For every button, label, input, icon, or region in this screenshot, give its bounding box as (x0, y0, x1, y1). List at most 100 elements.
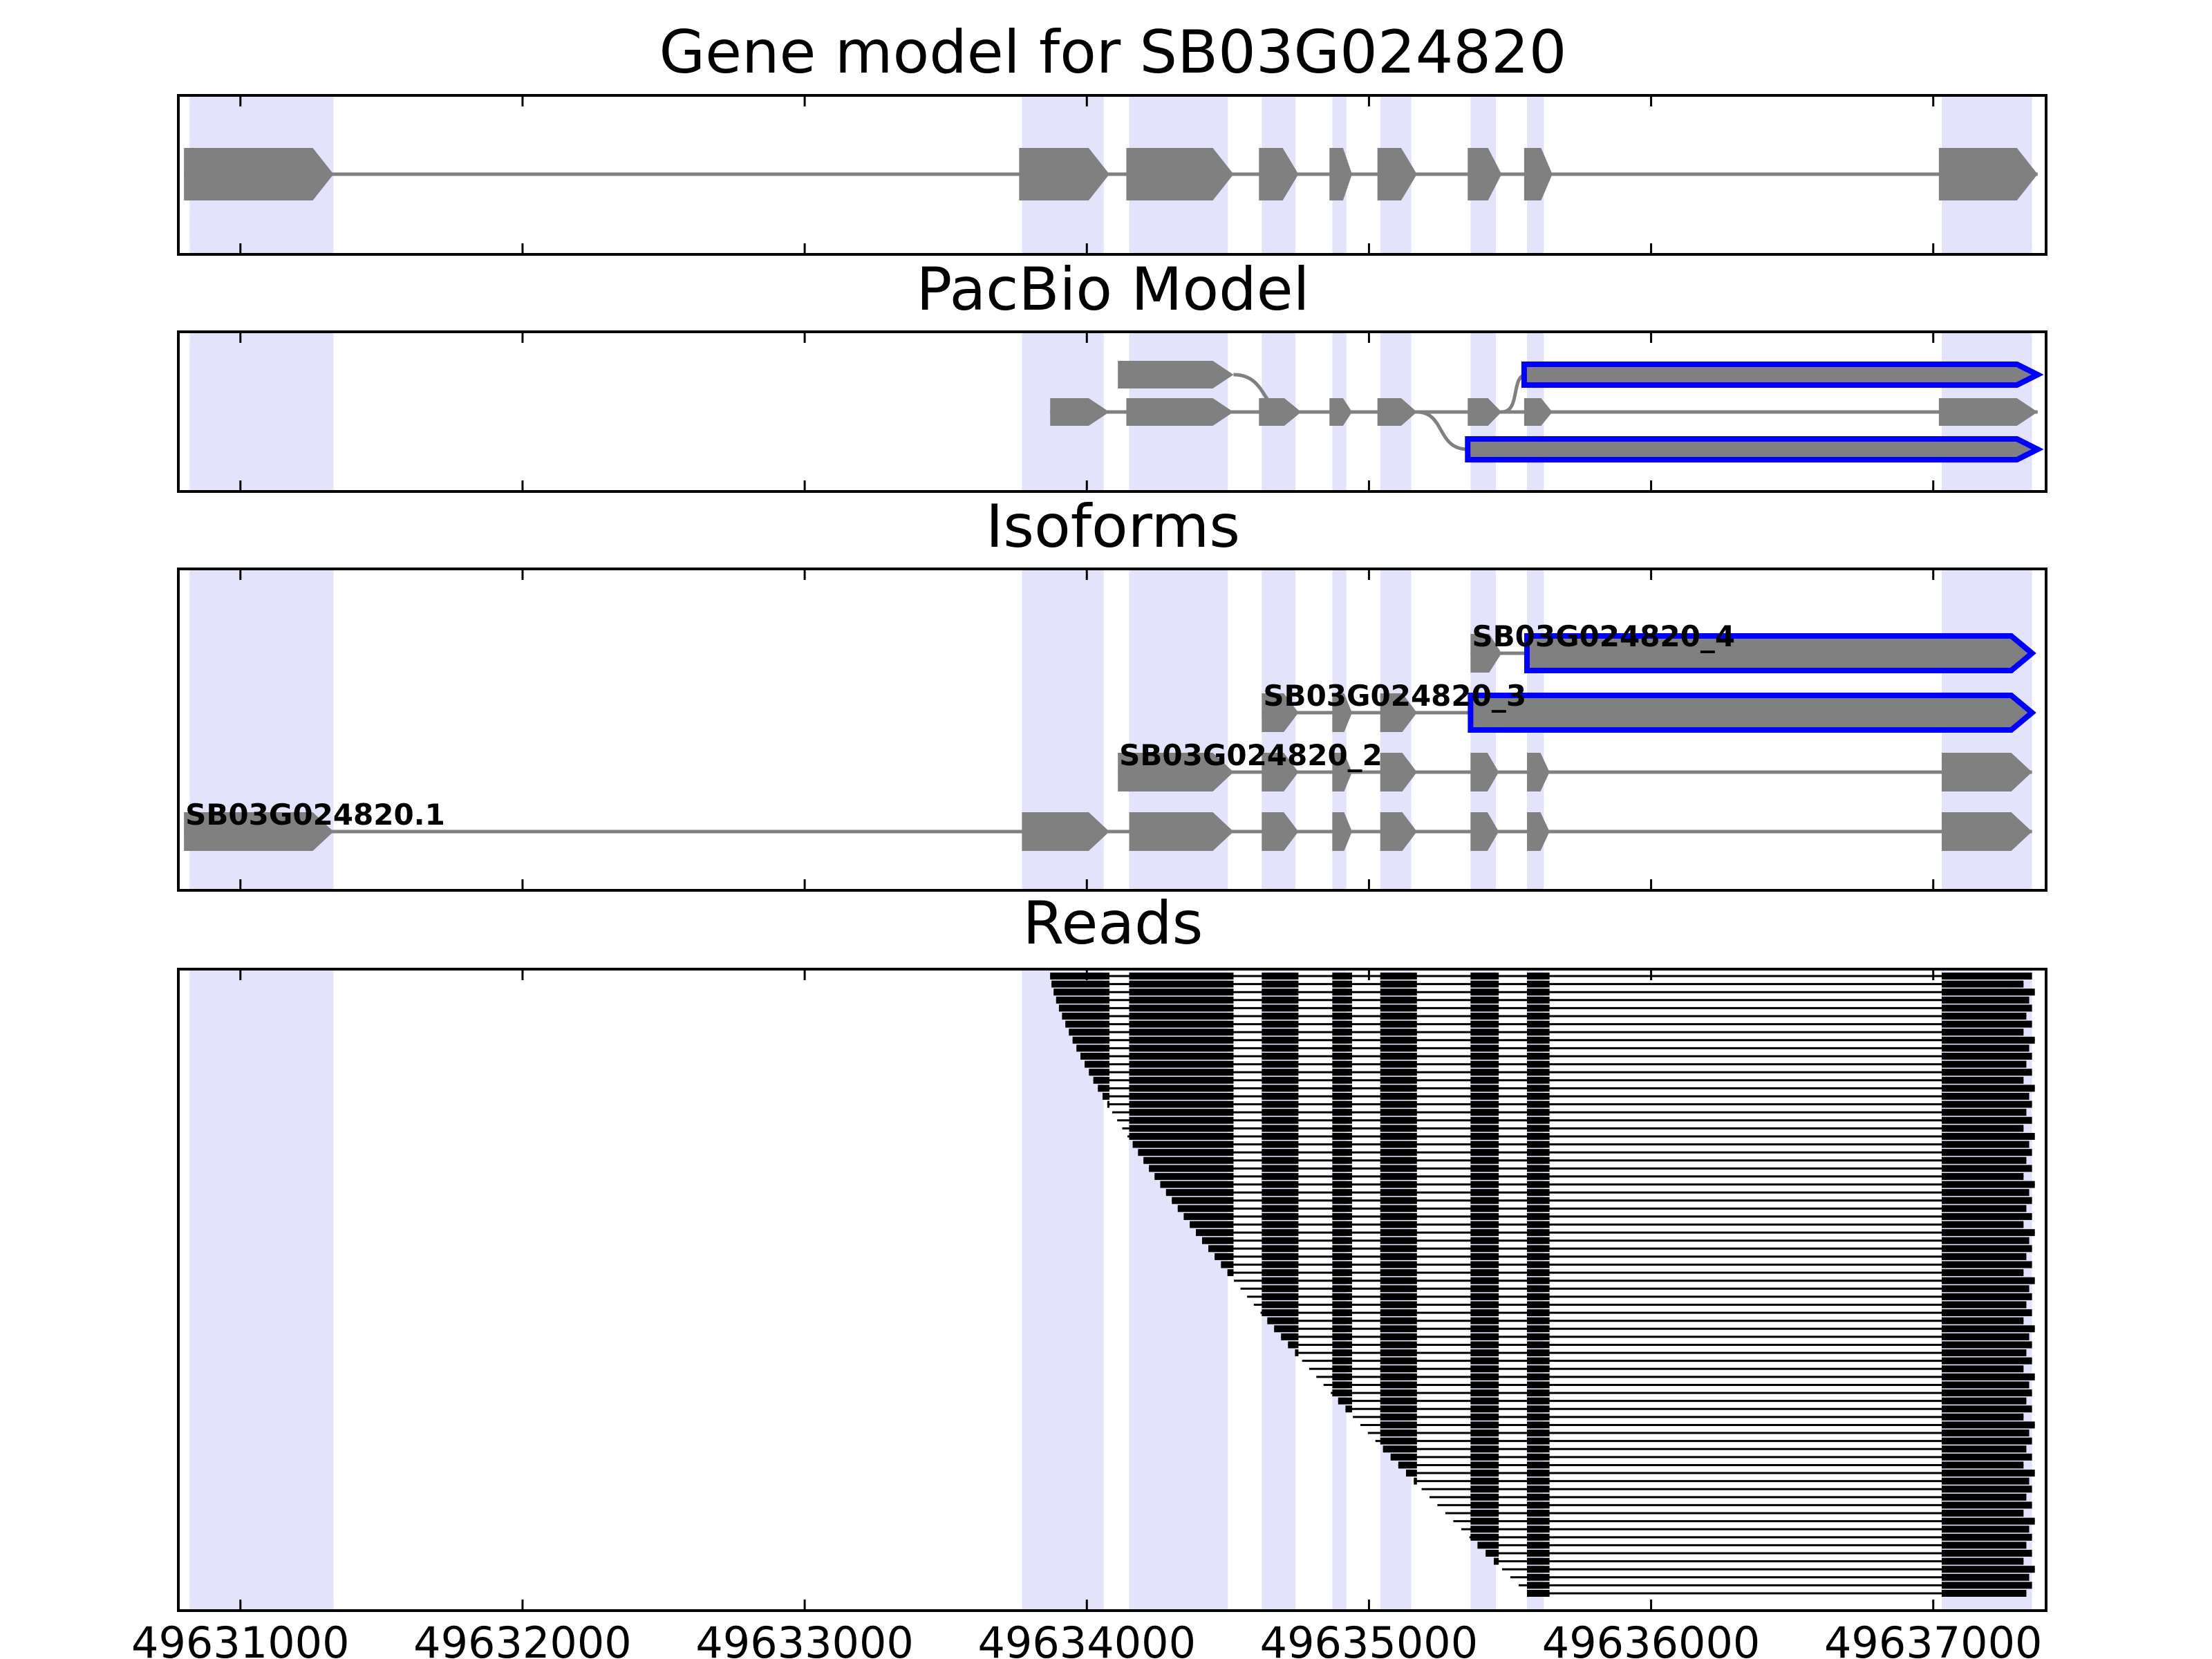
read-block (1526, 1181, 1550, 1188)
exon-block (1377, 148, 1417, 200)
read-block (1526, 1501, 1550, 1509)
read-block (1470, 1533, 1499, 1541)
read-block (1526, 1445, 1550, 1453)
read-block (1332, 1285, 1352, 1293)
read-block (1526, 1566, 1550, 1573)
read-block (1380, 1012, 1417, 1020)
read-block (1941, 1156, 2027, 1164)
read-block (1380, 1261, 1417, 1268)
read-block (1941, 1172, 2024, 1180)
read-block (1332, 1261, 1352, 1268)
read-block (1526, 1430, 1550, 1437)
read-block (1526, 1341, 1550, 1349)
read-block (1380, 1237, 1417, 1244)
read-block (1526, 1590, 1550, 1597)
read-block (1160, 1181, 1234, 1188)
read-block (1941, 1381, 2030, 1389)
read-block (1470, 1085, 1499, 1092)
read-block (1262, 1269, 1299, 1277)
exon-block (1524, 148, 1553, 200)
read-block (1262, 1197, 1299, 1204)
read-block (1941, 1493, 2027, 1501)
read-block (1526, 1165, 1550, 1172)
read-block (1201, 1237, 1234, 1244)
read-block (1129, 1029, 1234, 1036)
read-block (1941, 1277, 2035, 1284)
read-block (1149, 1165, 1234, 1172)
read-block (1470, 1357, 1499, 1365)
read-block (1262, 1172, 1299, 1180)
read-block (1380, 1437, 1417, 1445)
exon-block (1329, 148, 1352, 200)
read-block (1262, 1309, 1299, 1317)
read-block (1332, 1341, 1352, 1349)
read-block (1332, 1229, 1352, 1237)
panel-pacbio-model: PacBio Model (177, 255, 2047, 493)
read-block (1526, 1357, 1550, 1365)
read-block (1332, 1373, 1352, 1380)
read-block (1332, 1116, 1352, 1124)
read-block (1941, 1437, 2032, 1445)
read-block (1227, 1269, 1234, 1277)
read-block (1470, 1510, 1499, 1517)
read-block (1380, 1253, 1417, 1260)
read-block (1941, 1453, 2032, 1461)
read-block (1332, 1357, 1352, 1365)
read-block (1262, 1132, 1299, 1140)
read-block (1129, 1109, 1234, 1116)
read-block (1941, 1317, 2024, 1324)
read-block (1332, 1020, 1352, 1028)
read-block (1470, 1060, 1499, 1068)
read-block (1332, 1004, 1352, 1012)
read-block (1190, 1221, 1234, 1228)
read-block (1470, 1405, 1499, 1413)
read-block (1526, 1453, 1550, 1461)
read-block (1262, 1085, 1299, 1092)
read-block (1470, 1477, 1499, 1485)
read-block (1526, 1012, 1550, 1020)
read-block (1338, 1397, 1352, 1405)
read-block (1262, 1020, 1299, 1028)
read-block (1380, 1052, 1417, 1060)
exon-block (1377, 398, 1417, 426)
read-block (1380, 1381, 1417, 1389)
read-block (1470, 1029, 1499, 1036)
read-block (1098, 1085, 1109, 1092)
read-block (1470, 1165, 1499, 1172)
read-block (1107, 1100, 1109, 1108)
read-block (1526, 1397, 1550, 1405)
read-block (1470, 1485, 1499, 1493)
exon-block (1521, 362, 2044, 388)
read-block (1470, 1212, 1499, 1220)
read-block (1941, 980, 2024, 988)
pacbio-model-plot-area (177, 330, 2047, 493)
read-block (1129, 1020, 1234, 1028)
read-block (1941, 1044, 2030, 1052)
read-block (1262, 1205, 1299, 1212)
read-block (1526, 1116, 1550, 1124)
read-block (1380, 1069, 1417, 1076)
x-tick-label: 49631000 (131, 1618, 350, 1659)
read-block (1332, 1125, 1352, 1132)
read-block (1332, 1269, 1352, 1277)
reads-plot-area (177, 968, 2047, 1612)
exon-block (1470, 753, 1499, 791)
panel-frame (177, 568, 2047, 892)
read-block (1526, 1269, 1550, 1277)
read-block (1470, 1141, 1499, 1148)
exon-block (1332, 753, 1352, 791)
read-block (1380, 1100, 1417, 1108)
read-block (1941, 1116, 2032, 1124)
read-block (1050, 973, 1109, 980)
read-block (1129, 1044, 1234, 1052)
read-block (1470, 1501, 1499, 1509)
read-block (1526, 996, 1550, 1004)
read-block (1526, 1036, 1550, 1044)
read-block (1154, 1172, 1234, 1180)
read-block (1526, 1373, 1550, 1380)
read-block (1526, 980, 1550, 988)
read-block (1262, 1156, 1299, 1164)
read-block (1941, 1293, 2032, 1300)
read-block (1941, 988, 2035, 996)
